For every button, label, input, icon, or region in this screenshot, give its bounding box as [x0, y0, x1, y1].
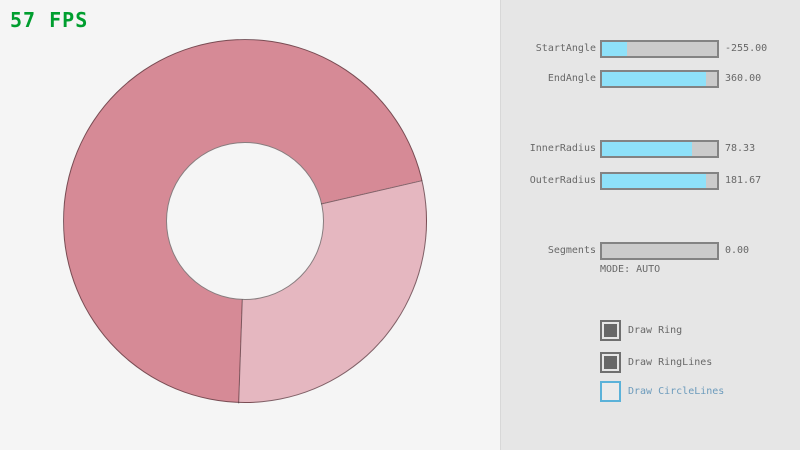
slider-row-inner-radius: InnerRadius 78.33 [0, 140, 800, 158]
slider-row-segments: Segments 0.00 [0, 242, 800, 260]
draw-ringlines-checkbox-row[interactable]: Draw RingLines [0, 352, 800, 373]
segments-mode-label: MODE: AUTO [600, 264, 661, 275]
segments-label: Segments [547, 245, 596, 256]
checkbox-check-mark [604, 324, 617, 337]
ring-inner-hole [166, 142, 324, 300]
inner-radius-slider-fill [602, 142, 693, 156]
segments-slider[interactable] [600, 242, 719, 260]
outer-radius-label: OuterRadius [529, 175, 596, 186]
draw-circlelines-checkbox-row[interactable]: Draw CircleLines [0, 381, 800, 402]
draw-circlelines-checkbox[interactable] [600, 381, 621, 402]
draw-ring-checkbox-row[interactable]: Draw Ring [0, 320, 800, 341]
slider-row-start-angle: StartAngle -255.00 [0, 40, 800, 58]
inner-radius-label: InnerRadius [529, 143, 596, 154]
inner-radius-value: 78.33 [725, 143, 756, 154]
draw-circlelines-label: Draw CircleLines [628, 386, 725, 397]
end-angle-value: 360.00 [725, 73, 762, 84]
outer-radius-slider-fill [602, 174, 707, 188]
draw-ringlines-checkbox[interactable] [600, 352, 621, 373]
outer-radius-slider[interactable] [600, 172, 719, 190]
draw-ring-checkbox[interactable] [600, 320, 621, 341]
checkbox-check-mark [604, 356, 617, 369]
start-angle-slider-fill [602, 42, 627, 56]
inner-radius-slider[interactable] [600, 140, 719, 158]
start-angle-slider[interactable] [600, 40, 719, 58]
slider-row-outer-radius: OuterRadius 181.67 [0, 172, 800, 190]
draw-ringlines-label: Draw RingLines [628, 357, 713, 368]
end-angle-slider[interactable] [600, 70, 719, 88]
end-angle-slider-fill [602, 72, 706, 86]
start-angle-value: -255.00 [725, 43, 768, 54]
start-angle-label: StartAngle [535, 43, 596, 54]
fps-counter: 57 FPS [10, 8, 89, 32]
outer-radius-value: 181.67 [725, 175, 762, 186]
segments-value: 0.00 [725, 245, 750, 256]
slider-row-end-angle: EndAngle 360.00 [0, 70, 800, 88]
end-angle-label: EndAngle [547, 73, 596, 84]
draw-ring-label: Draw Ring [628, 325, 683, 336]
